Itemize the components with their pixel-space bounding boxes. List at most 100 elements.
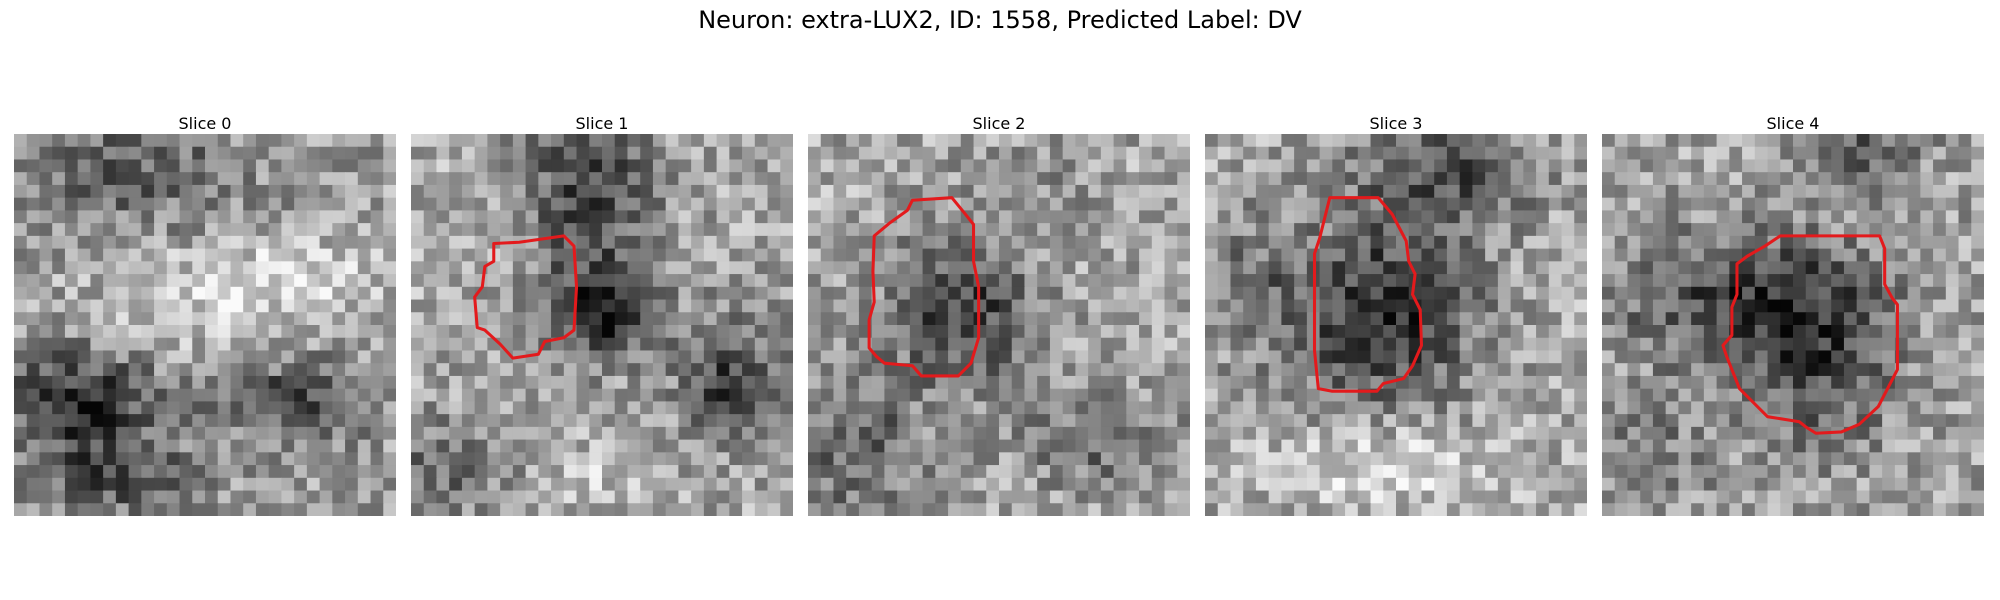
pixel — [1920, 363, 1934, 377]
pixel — [166, 261, 181, 275]
pixel — [1843, 197, 1858, 211]
pixel — [1113, 350, 1127, 364]
pixel — [1151, 503, 1166, 516]
pixel — [1011, 503, 1025, 516]
pixel — [1062, 401, 1076, 415]
pixel — [1742, 172, 1756, 186]
pixel — [1383, 337, 1397, 351]
pixel — [729, 210, 743, 224]
pixel — [357, 274, 372, 288]
pixel — [77, 401, 91, 415]
pixel — [1485, 159, 1499, 173]
pixel — [179, 274, 193, 288]
pixel — [1421, 286, 1435, 301]
pixel — [538, 503, 552, 516]
pixel — [1332, 159, 1346, 173]
pixel — [640, 286, 654, 301]
pixel — [1882, 223, 1896, 237]
pixel — [1024, 172, 1038, 186]
pixel — [1574, 159, 1587, 173]
pixel — [1177, 235, 1190, 250]
pixel — [1049, 388, 1064, 402]
pixel — [1971, 401, 1984, 415]
pixel — [1037, 197, 1051, 211]
pixel — [1958, 248, 1972, 262]
pixel — [589, 388, 603, 402]
pixel — [474, 337, 488, 351]
pixel — [255, 223, 270, 237]
pixel — [973, 248, 987, 262]
pixel — [909, 312, 924, 326]
pixel — [52, 325, 66, 339]
pixel — [1370, 490, 1384, 504]
pixel — [1536, 477, 1550, 492]
pixel — [1958, 146, 1972, 160]
pixel — [716, 477, 730, 492]
pixel — [691, 350, 705, 364]
pixel — [678, 452, 692, 466]
pixel — [243, 401, 257, 415]
pixel — [370, 159, 384, 173]
pixel — [1831, 248, 1845, 262]
pixel — [281, 477, 295, 492]
pixel — [1665, 452, 1679, 466]
pixel — [665, 363, 679, 377]
pixel — [1370, 312, 1384, 326]
pixel — [1497, 414, 1512, 428]
pixel — [808, 477, 822, 492]
pixel — [1729, 248, 1743, 262]
pixel — [1933, 325, 1947, 339]
pixel — [281, 465, 295, 479]
pixel — [1971, 465, 1984, 479]
pixel — [1497, 503, 1512, 516]
pixel — [999, 312, 1013, 326]
pixel — [602, 261, 616, 275]
pixel — [306, 261, 321, 275]
pixel — [319, 312, 333, 326]
pixel — [1510, 477, 1524, 492]
pixel — [1408, 375, 1422, 390]
pixel — [935, 223, 949, 237]
pixel — [52, 375, 66, 390]
pixel — [1472, 414, 1486, 428]
pixel — [281, 503, 295, 516]
pixel — [1933, 388, 1947, 402]
pixel — [780, 223, 793, 237]
pixel — [1536, 286, 1550, 301]
pixel — [166, 337, 181, 351]
pixel — [332, 248, 346, 262]
pixel — [1548, 248, 1563, 262]
pixel — [614, 426, 628, 441]
pixel — [103, 299, 117, 313]
pixel — [1294, 210, 1308, 224]
pixel — [538, 477, 552, 492]
pixel — [922, 439, 936, 453]
pixel — [614, 159, 628, 173]
pixel — [192, 197, 206, 211]
pixel — [1217, 350, 1231, 364]
pixel — [1793, 388, 1807, 402]
pixel — [103, 235, 117, 250]
pixel — [767, 375, 781, 390]
pixel — [1780, 312, 1794, 326]
pixel — [26, 274, 40, 288]
pixel — [243, 274, 257, 288]
pixel — [1856, 286, 1870, 301]
pixel — [897, 261, 911, 275]
pixel — [1843, 337, 1858, 351]
pixel — [1126, 235, 1140, 250]
pixel — [1294, 375, 1308, 390]
pixel — [1037, 248, 1051, 262]
pixel — [1767, 426, 1781, 441]
pixel — [154, 503, 168, 516]
pixel — [678, 375, 692, 390]
pixel — [820, 426, 834, 441]
pixel — [230, 248, 244, 262]
pixel — [1818, 274, 1832, 288]
pixel — [474, 439, 488, 453]
pixel — [1652, 223, 1667, 237]
pixel — [1869, 197, 1883, 211]
pixel — [115, 490, 130, 504]
pixel — [1510, 146, 1524, 160]
pixel — [306, 134, 321, 148]
